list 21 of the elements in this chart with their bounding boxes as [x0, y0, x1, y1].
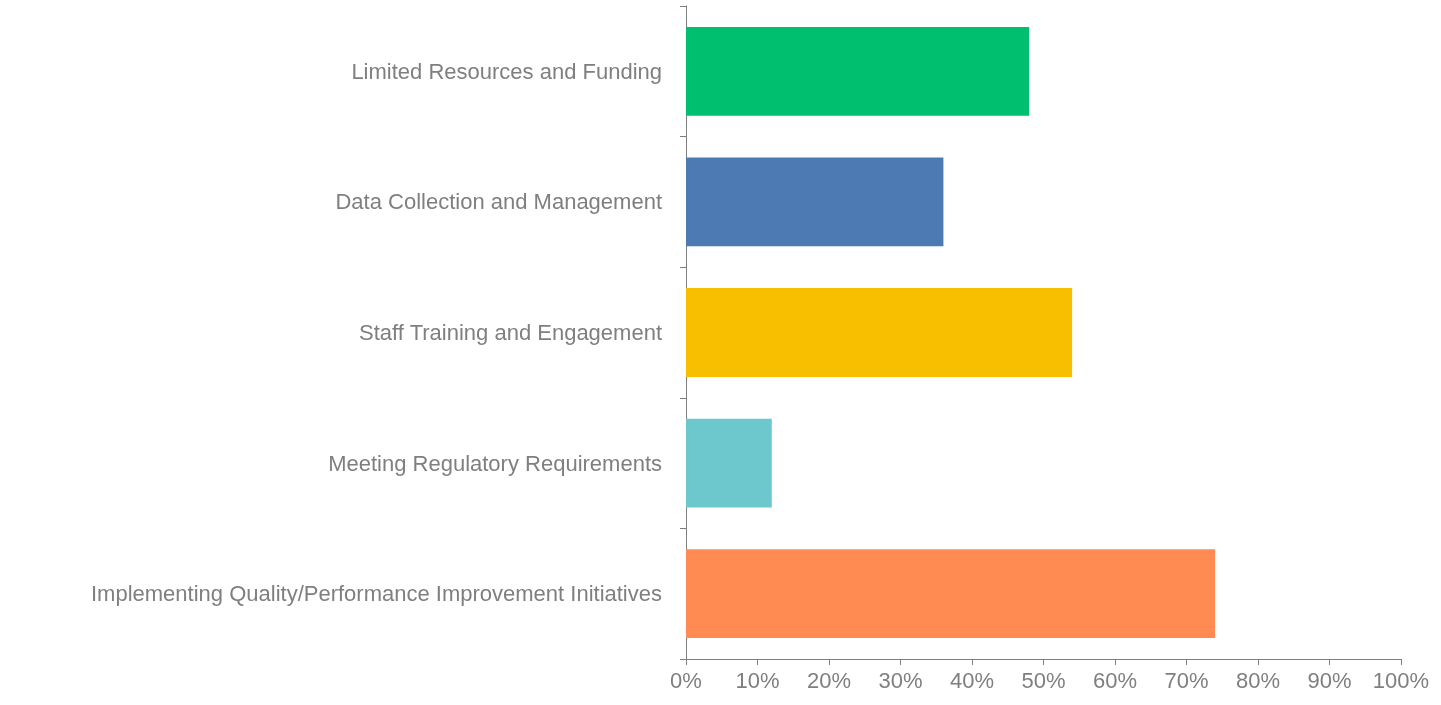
x-tick-label: 50% [1021, 667, 1066, 693]
bar [686, 549, 1216, 639]
x-tick-label: 80% [1235, 667, 1281, 693]
bar [686, 26, 1030, 116]
y-tick-label: Implementing Quality/Performance Improvement Initiatives [90, 581, 662, 607]
x-tick-label: 40% [949, 667, 995, 693]
y-tick-label: Staff Training and Engagement [359, 320, 662, 345]
y-tick-label: Data Collection and Management [335, 189, 662, 215]
x-tick-label: 30% [878, 667, 923, 693]
y-tick-label: Meeting Regulatory Requirements [328, 450, 662, 476]
x-tick-label: 20% [806, 667, 852, 693]
bar [686, 288, 1073, 377]
y-tick-label: Limited Resources and Funding [351, 58, 662, 84]
x-tick-label: 60% [1092, 667, 1138, 693]
bar [686, 418, 772, 508]
x-tick-label: 10% [735, 667, 780, 693]
x-tick-label: 70% [1164, 667, 1209, 693]
x-tick-label: 90% [1307, 667, 1352, 693]
x-tick-label: 100% [1372, 667, 1430, 693]
x-tick-label: 0% [670, 667, 702, 693]
bar [686, 157, 944, 247]
